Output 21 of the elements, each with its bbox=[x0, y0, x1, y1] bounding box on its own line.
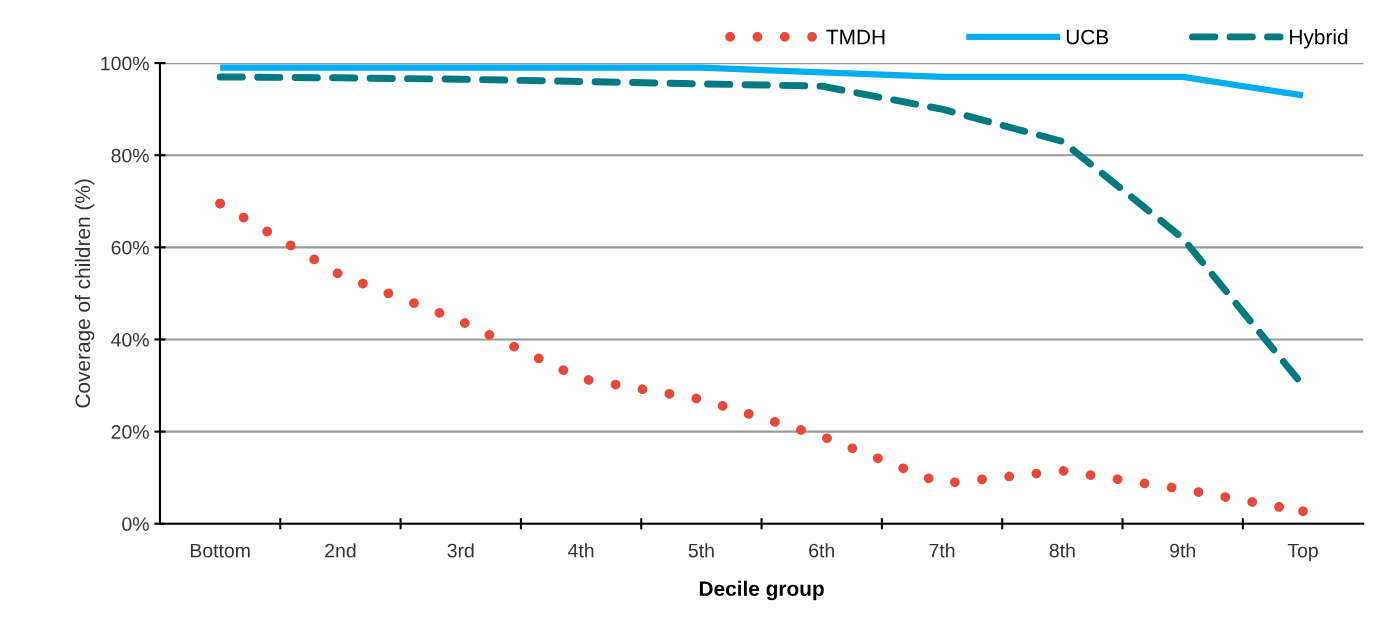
x-tick-label: 6th bbox=[809, 543, 834, 558]
x-tick-label: 2nd bbox=[325, 543, 356, 558]
y-tick-label: 20% bbox=[111, 425, 149, 439]
x-tick-label: 7th bbox=[929, 543, 955, 558]
y-tick-label: 60% bbox=[111, 240, 149, 255]
y-tick-label: 100% bbox=[101, 56, 149, 71]
legend-label: TMDH bbox=[826, 29, 885, 45]
x-tick-label: 4th bbox=[568, 543, 594, 558]
legend-label: UCB bbox=[1066, 29, 1109, 45]
x-tick-label: 8th bbox=[1049, 543, 1075, 558]
x-tick-label: Top bbox=[1287, 543, 1318, 562]
y-tick-label: 40% bbox=[111, 332, 149, 347]
y-axis-title: Coverage of children (%) bbox=[74, 179, 95, 408]
y-tick-label: 0% bbox=[122, 517, 149, 531]
x-axis-title: Decile group bbox=[699, 580, 824, 601]
legend-label: Hybrid bbox=[1290, 29, 1348, 49]
x-tick-label: Bottom bbox=[190, 543, 250, 558]
x-tick-label: 3rd bbox=[447, 543, 474, 558]
x-tick-label: 9th bbox=[1170, 543, 1195, 558]
x-tick-label: 5th bbox=[688, 543, 714, 558]
y-tick-label: 80% bbox=[111, 148, 149, 163]
